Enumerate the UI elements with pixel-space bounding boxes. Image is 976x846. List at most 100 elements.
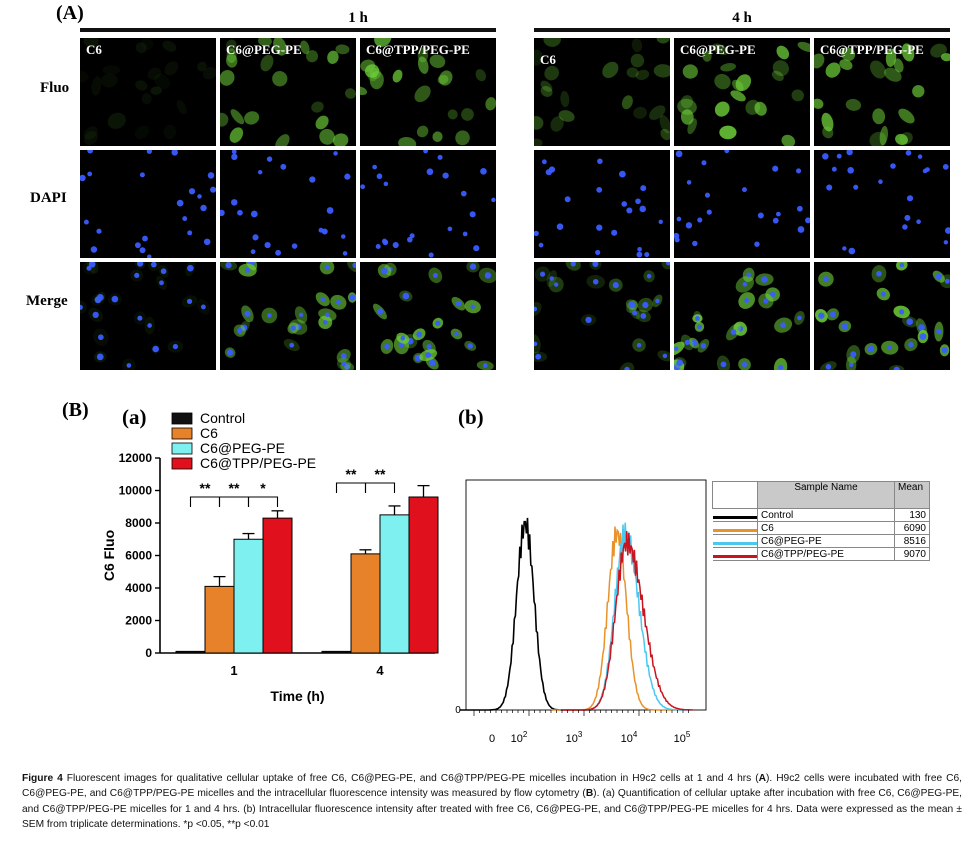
micrograph-merge-4h-1 [674, 262, 810, 370]
bar-control-4 [321, 650, 352, 654]
significance-label: ** [346, 466, 357, 482]
micrograph-fluo-1h-2: C6@TPP/PEG-PE [360, 38, 496, 146]
y-tick-label: 10000 [119, 484, 153, 498]
significance-label: ** [375, 466, 386, 482]
flow-histogram: 0 102 103 104 105 0 [455, 479, 707, 745]
x-tick-label: 103 [566, 730, 583, 745]
x-axis-label: Time (h) [270, 688, 324, 704]
bar-c6-tpp-peg-pe-4 [408, 496, 439, 654]
table-sample-name: C6 [757, 521, 895, 535]
bar-chart: 0 2000 4000 6000 8000 10000 12000 C6 Fluo Time (… [101, 410, 439, 704]
bar-control-1 [175, 650, 206, 654]
micrograph-dapi-1h-0 [80, 150, 216, 258]
significance-bracket [335, 482, 367, 493]
micrograph-column-label: C6@TPP/PEG-PE [366, 42, 470, 57]
micrograph-dapi-4h-0 [534, 150, 670, 258]
caption-bold-a: A [758, 773, 766, 784]
bar-c6-1 [204, 585, 235, 654]
time-header-4h: 4 h [732, 10, 752, 26]
caption-text-3: ). (a) Quantification of cellular uptake… [22, 788, 963, 830]
micrograph-dapi-1h-1 [220, 150, 356, 258]
significance-bracket [364, 482, 396, 493]
caption-text-1: Fluorescent images for qualitative cellu… [62, 773, 759, 784]
micrograph-merge-1h-2 [360, 262, 496, 370]
micrograph-dapi-4h-1 [674, 150, 810, 258]
row-label-fluo: Fluo [40, 80, 70, 96]
micrograph-fluo-4h-1: C6@PEG-PE [674, 38, 810, 146]
y-axis-label: C6 Fluo [101, 530, 117, 581]
significance-label: ** [229, 480, 240, 496]
table-sample-name: C6@PEG-PE [757, 534, 895, 548]
micrograph-fluo-4h-2: C6@TPP/PEG-PE [814, 38, 950, 146]
legend-label: C6@TPP/PEG-PE [200, 455, 316, 471]
panel-bb-letter: (b) [458, 405, 484, 429]
micrograph-merge-4h-2 [814, 262, 950, 370]
bar-c6-peg-pe-1 [233, 538, 264, 654]
time-bar-4h [534, 28, 950, 32]
legend-label: C6@PEG-PE [200, 440, 285, 456]
table-header-mean: Mean [894, 481, 930, 509]
y-tick-label: 8000 [125, 516, 152, 530]
table-mean-value: 6090 [894, 521, 930, 535]
table-row: C6@TPP/PEG-PE 9070 [712, 547, 930, 561]
table-row: C6@PEG-PE 8516 [712, 534, 930, 548]
y-tick-label: 6000 [125, 549, 152, 563]
row-label-dapi: DAPI [30, 190, 67, 206]
bar-c6-tpp-peg-pe-1 [262, 517, 293, 654]
legend-label: C6 [200, 425, 218, 441]
x-tick-label: 104 [621, 730, 638, 745]
x-tick-label: 102 [511, 730, 528, 745]
table-sample-name: Control [757, 508, 895, 522]
micrograph-column-label: C6 [540, 52, 556, 67]
micrograph-fluo-4h-0: C6 [534, 38, 670, 146]
significance-bracket [218, 496, 250, 507]
table-header-sample: Sample Name [757, 481, 895, 509]
histogram-frame [465, 479, 707, 711]
time-bar-1h [80, 28, 496, 32]
x-tick-label: 0 [489, 733, 495, 745]
legend-swatch [171, 427, 193, 440]
micrograph-merge-4h-0 [534, 262, 670, 370]
histogram-curve-c6 [551, 526, 684, 711]
x-tick-label: 4 [376, 663, 384, 678]
micrograph-merge-1h-0 [80, 262, 216, 370]
table-line-swatch [712, 508, 758, 522]
figure-caption: Figure 4 Fluorescent images for qualitat… [22, 771, 962, 832]
table-mean-value: 9070 [894, 547, 930, 561]
x-tick-label: 1 [230, 663, 237, 678]
significance-bracket [189, 496, 221, 507]
time-header-1h: 1 h [348, 10, 368, 26]
micrograph-dapi-4h-2 [814, 150, 950, 258]
row-label-merge: Merge [26, 293, 68, 309]
micrograph-column-label: C6@TPP/PEG-PE [820, 42, 924, 57]
table-mean-value: 8516 [894, 534, 930, 548]
table-corner [712, 481, 758, 509]
micrograph-dapi-1h-2 [360, 150, 496, 258]
y-tick-label: 4000 [125, 581, 152, 595]
micrograph-fluo-1h-0: C6 [80, 38, 216, 146]
x-tick-label: 105 [674, 730, 691, 745]
bar-c6-peg-pe-4 [379, 514, 410, 654]
micrograph-column-label: C6@PEG-PE [226, 42, 302, 57]
table-line-swatch [712, 547, 758, 561]
significance-bracket [247, 496, 279, 507]
micrograph-merge-1h-1 [220, 262, 356, 370]
significance-label: * [260, 480, 266, 496]
y-tick-label: 0 [145, 646, 152, 660]
bar-c6-4 [350, 553, 381, 654]
table-line-swatch [712, 534, 758, 548]
legend-swatch [171, 457, 193, 470]
y-tick-label: 0 [455, 705, 461, 716]
caption-figure-label: Figure 4 [22, 773, 63, 784]
table-row: C6 6090 [712, 521, 930, 535]
caption-bold-b: B [585, 788, 594, 800]
caption-text-2: ). H9c2 cells were incubated with free C… [22, 773, 962, 800]
micrograph-column-label: C6 [86, 42, 102, 57]
legend-swatch [171, 412, 193, 425]
legend-label: Control [200, 410, 245, 426]
table-line-swatch [712, 521, 758, 535]
significance-label: ** [200, 480, 211, 496]
micrograph-column-label: C6@PEG-PE [680, 42, 756, 57]
y-tick-label: 2000 [125, 614, 152, 628]
y-tick-label: 12000 [119, 451, 153, 465]
